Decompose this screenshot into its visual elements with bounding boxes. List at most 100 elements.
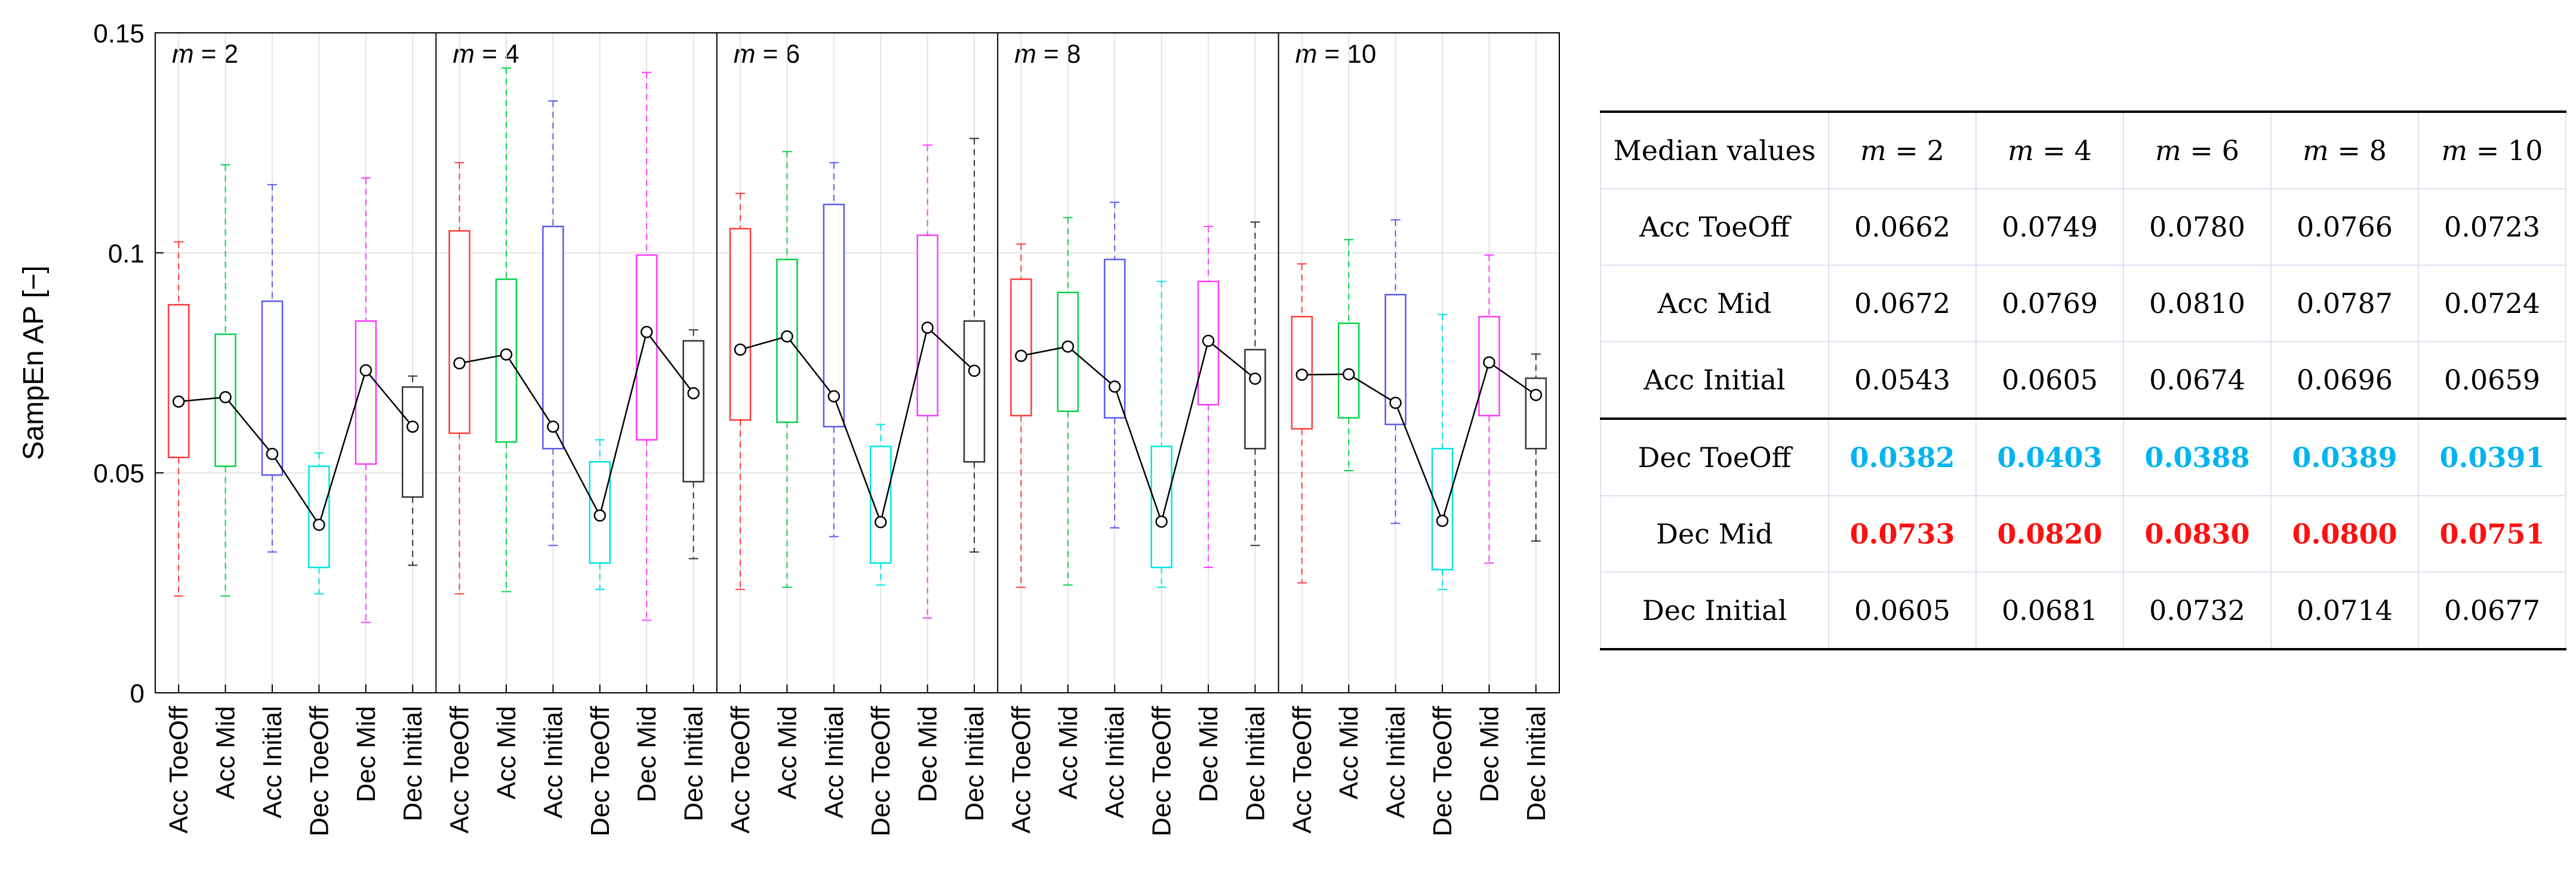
box	[167, 304, 190, 459]
box-group: Dec Mid	[352, 33, 381, 802]
x-tick-label: Dec ToeOff	[1428, 705, 1457, 836]
median-marker	[172, 395, 185, 408]
table-cell: 0.0714	[2270, 572, 2419, 650]
y-tick-label: 0	[130, 679, 144, 708]
y-tick-label: 0.15	[93, 19, 144, 48]
y-tick-label: 0.1	[108, 239, 144, 268]
panel-label-value: = 6	[755, 39, 800, 69]
box-group: Acc ToeOff	[1007, 33, 1036, 834]
table-cell: 0.0605	[1975, 341, 2124, 419]
box-group: Dec Mid	[1194, 33, 1223, 802]
box	[542, 225, 564, 450]
box-group: Acc ToeOff	[164, 33, 193, 834]
table-row: Acc Initial 0.0543 0.0605 0.0674 0.0696 …	[1600, 341, 2566, 419]
table-row: Dec ToeOff 0.0382 0.0403 0.0388 0.0389 0…	[1600, 417, 2566, 496]
table-cell: 0.0749	[1975, 188, 2124, 266]
table-cell: 0.0382	[1828, 417, 1977, 496]
m-value: = 2	[1886, 134, 1944, 167]
table-cell: 0.0733	[1828, 495, 1977, 573]
panel-label-value: = 2	[194, 39, 239, 69]
table-cell: 0.0810	[2123, 265, 2272, 342]
x-tick-label: Acc ToeOff	[445, 705, 475, 833]
median-marker	[1015, 349, 1027, 362]
median-marker	[1436, 514, 1449, 527]
table-cell: 0.0696	[2270, 341, 2419, 419]
table-cell: 0.0672	[1828, 265, 1977, 342]
x-tick-label: Dec ToeOff	[866, 705, 895, 836]
box-group: Dec Initial	[960, 33, 989, 821]
table-cell: 0.0388	[2123, 417, 2272, 496]
x-tick-label: Dec Initial	[960, 706, 989, 821]
median-marker	[1202, 334, 1215, 347]
x-tick-label: Dec Mid	[632, 706, 661, 802]
m-value: = 8	[2328, 134, 2387, 167]
x-tick-label: Dec Initial	[679, 706, 709, 821]
table-row: Dec Initial 0.0605 0.0681 0.0732 0.0714 …	[1600, 572, 2566, 650]
median-marker	[266, 447, 279, 460]
panel-label: m = 4	[453, 39, 519, 69]
panel-label-var: m	[1295, 39, 1318, 69]
table-header-cell: m = 10	[2418, 110, 2566, 189]
box-group: Dec Initial	[398, 33, 427, 821]
table-cell: 0.0800	[2270, 495, 2419, 573]
box	[635, 254, 658, 441]
box-group: Dec Mid	[913, 33, 943, 802]
median-marker	[1155, 515, 1168, 528]
table-cell: 0.0820	[1975, 495, 2124, 573]
table-row: Dec Mid 0.0733 0.0820 0.0830 0.0800 0.07…	[1600, 495, 2566, 573]
median-marker	[921, 321, 934, 334]
box	[729, 228, 752, 421]
x-tick-label: Acc ToeOff	[1007, 705, 1036, 833]
median-marker	[734, 343, 747, 356]
x-tick-label: Dec ToeOff	[586, 705, 615, 836]
table-header-cell: Median values	[1600, 110, 1829, 189]
row-label: Dec Mid	[1600, 495, 1829, 573]
panel-label-var: m	[453, 39, 475, 69]
x-tick-label: Dec ToeOff	[304, 705, 334, 836]
y-axis: 0 0.05 0.1 0.15	[93, 19, 164, 708]
panel-label: m = 2	[172, 39, 238, 69]
table-header-cell: m = 6	[2123, 110, 2272, 189]
m-symbol: m	[2008, 134, 2034, 167]
table-cell: 0.0780	[2123, 188, 2272, 266]
x-tick-label: Acc ToeOff	[1288, 705, 1317, 833]
x-tick-label: Dec Initial	[1241, 706, 1270, 821]
panel-label-value: = 10	[1317, 39, 1376, 69]
m-symbol: m	[2441, 134, 2468, 167]
table-cell: 0.0403	[1975, 417, 2124, 496]
box-group: Acc Mid	[1334, 33, 1364, 799]
row-label: Dec Initial	[1600, 572, 1829, 650]
panel-label: m = 6	[734, 39, 800, 69]
median-marker	[593, 509, 607, 522]
box-group: Dec Mid	[1475, 33, 1504, 802]
x-tick-label: Acc Initial	[1381, 706, 1411, 818]
median-marker	[687, 387, 700, 400]
box-group: Acc Initial	[820, 33, 849, 818]
table-cell: 0.0681	[1975, 572, 2124, 650]
m-symbol: m	[2155, 134, 2181, 167]
median-marker	[500, 348, 513, 361]
box-group: Acc ToeOff	[726, 33, 755, 834]
table-cell: 0.0605	[1828, 572, 1977, 650]
box-group: Dec Mid	[632, 33, 661, 802]
table-cell: 0.0732	[2123, 572, 2272, 650]
box	[1103, 259, 1126, 419]
median-marker	[781, 330, 793, 343]
box	[401, 386, 424, 498]
x-tick-label: Dec ToeOff	[1147, 705, 1177, 836]
x-tick-label: Acc ToeOff	[164, 705, 193, 833]
table-cell: 0.0787	[2270, 265, 2419, 342]
x-tick-label: Dec Mid	[352, 706, 381, 802]
m-symbol: m	[1860, 134, 1886, 167]
table-cell: 0.0724	[2418, 265, 2566, 342]
median-line	[459, 330, 694, 518]
box	[308, 465, 330, 569]
median-marker	[1108, 380, 1121, 393]
box-group: Acc Mid	[492, 33, 521, 799]
plot-frame	[155, 32, 1560, 693]
box-group: Dec Initial	[1522, 33, 1551, 821]
x-tick-label: Acc Mid	[492, 706, 521, 799]
box-group: Acc ToeOff	[445, 33, 475, 834]
median-marker	[1295, 369, 1309, 381]
panel-label-var: m	[172, 39, 194, 69]
